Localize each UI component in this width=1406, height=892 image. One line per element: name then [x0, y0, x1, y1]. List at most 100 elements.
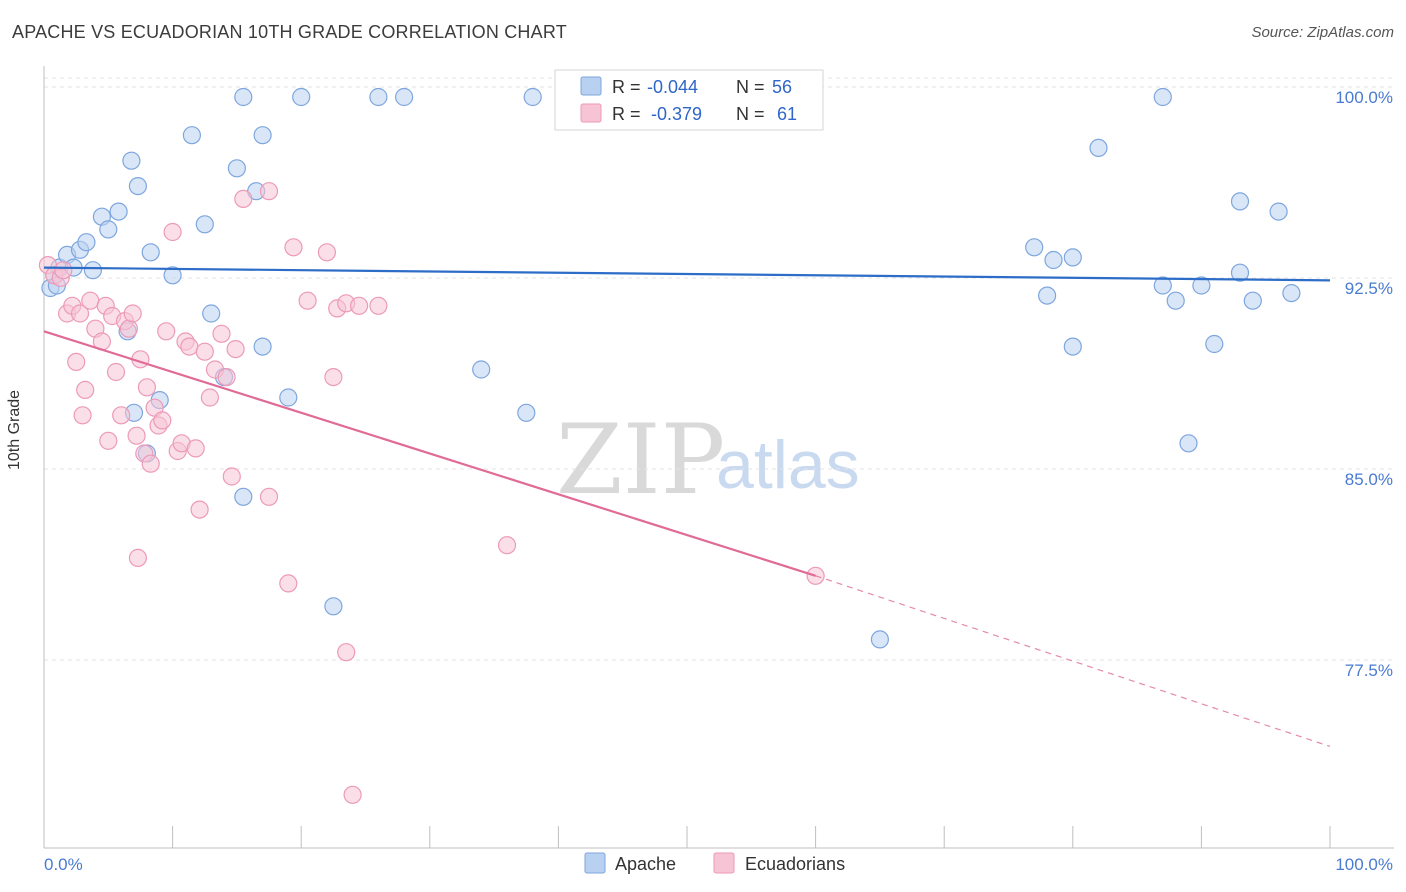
watermark-atlas: atlas: [716, 427, 860, 503]
apache-point: [1044, 250, 1063, 270]
ecuadorians-point: [222, 467, 241, 486]
ecuadorians-point: [298, 291, 317, 310]
apache-r-label: R =: [612, 77, 641, 97]
x-tick-label-min: 0.0%: [44, 855, 83, 874]
apache-point: [292, 87, 311, 107]
chart-title: APACHE VS ECUADORIAN 10TH GRADE CORRELAT…: [12, 22, 567, 42]
apache-point: [1269, 202, 1288, 221]
apache-point: [182, 126, 201, 145]
apache-legend-swatch: [580, 76, 602, 96]
grid-lines: [44, 77, 1394, 661]
ecuadorians-trend-extension: [815, 575, 1331, 747]
series-apache-points: [41, 87, 1301, 649]
apache-point: [395, 87, 414, 107]
apache-point: [141, 243, 160, 262]
ecuadorians-point: [153, 411, 172, 430]
apache-point: [472, 360, 491, 379]
axes: [43, 66, 1394, 849]
ecuadorians-r-label: R =: [612, 104, 641, 124]
apache-point: [1230, 192, 1250, 211]
apache-point: [369, 87, 388, 107]
apache-point: [1192, 276, 1211, 295]
ecuadorians-point: [157, 322, 176, 341]
apache-point: [1282, 284, 1301, 303]
ecuadorians-point: [112, 406, 131, 425]
ecuadorians-point: [200, 388, 219, 407]
ecuadorians-point: [81, 291, 100, 310]
ecuadorians-point: [195, 342, 214, 361]
apache-point: [83, 261, 103, 280]
apache-point: [1205, 334, 1224, 354]
y-tick-label: 85.0%: [1345, 470, 1393, 489]
ecuadorians-point: [234, 189, 253, 208]
ecuadorians-point: [76, 380, 95, 399]
apache-point: [163, 266, 182, 285]
apache-r-value: -0.044: [647, 77, 698, 97]
legend-ecuadorians-label: Ecuadorians: [745, 854, 845, 874]
ecuadorians-point: [137, 378, 156, 397]
apache-point: [1153, 276, 1172, 295]
ecuadorians-point: [212, 324, 231, 343]
apache-point: [279, 388, 298, 407]
apache-point: [1243, 291, 1262, 310]
apache-point: [109, 202, 128, 221]
legend-apache-swatch: [584, 852, 606, 874]
ecuadorians-point: [190, 500, 209, 519]
apache-point: [1063, 337, 1082, 356]
trend-lines: [43, 266, 1331, 747]
apache-point: [1153, 87, 1172, 107]
stats-legend: R = -0.044 N = 56 R = -0.379 N = 61: [554, 69, 824, 131]
ecuadorians-point: [279, 574, 298, 593]
apache-point: [99, 220, 118, 239]
apache-point: [523, 87, 542, 107]
ecuadorians-point: [317, 243, 336, 262]
ecuadorians-n-label: N =: [736, 104, 765, 124]
ecuadorians-legend-swatch: [580, 103, 602, 123]
apache-n-label: N =: [736, 77, 765, 97]
apache-point: [1037, 286, 1057, 305]
ecuadorians-point: [54, 261, 73, 280]
ecuadorians-point: [128, 548, 147, 568]
ecuadorians-point: [106, 362, 126, 382]
ecuadorians-point: [73, 406, 92, 425]
source-label: Source: ZipAtlas.com: [1251, 24, 1394, 41]
ecuadorians-n-value: 61: [777, 104, 797, 124]
apache-point: [1025, 238, 1044, 257]
ecuadorians-point: [284, 238, 303, 257]
apache-point: [517, 403, 536, 422]
ecuadorians-point: [163, 222, 182, 242]
apache-point: [234, 487, 253, 506]
apache-point: [128, 177, 147, 196]
ecuadorians-point: [369, 296, 388, 315]
y-tick-labels: 77.5% 85.0% 92.5% 100.0%: [1335, 88, 1393, 680]
series-legend: Apache Ecuadorians: [584, 852, 845, 874]
apache-trend-line: [43, 266, 1331, 282]
ecuadorians-point: [67, 352, 86, 371]
apache-point: [870, 630, 890, 649]
y-tick-label: 92.5%: [1345, 279, 1393, 298]
ecuadorians-point: [259, 182, 279, 201]
ecuadorians-point: [259, 487, 279, 506]
apache-point: [122, 151, 141, 170]
series-ecuadorians-points: [38, 182, 825, 804]
ecuadorians-point: [127, 426, 146, 445]
y-tick-label: 100.0%: [1335, 88, 1393, 107]
apache-point: [202, 304, 221, 323]
apache-point: [253, 337, 272, 356]
apache-point: [253, 126, 272, 145]
apache-n-value: 56: [772, 77, 792, 97]
legend-ecuadorians-swatch: [713, 852, 735, 874]
apache-point: [1230, 263, 1250, 282]
ecuadorians-point: [99, 431, 118, 450]
apache-point: [77, 233, 96, 252]
x-tick-label-max: 100.0%: [1335, 855, 1393, 874]
ecuadorians-point: [180, 337, 199, 356]
ecuadorians-point: [497, 536, 517, 555]
apache-point: [1089, 138, 1108, 157]
apache-point: [324, 597, 343, 616]
ecuadorians-point: [141, 454, 160, 473]
ecuadorians-point: [324, 368, 343, 387]
watermark-zip: ZIP: [556, 404, 725, 516]
apache-point: [227, 159, 246, 178]
